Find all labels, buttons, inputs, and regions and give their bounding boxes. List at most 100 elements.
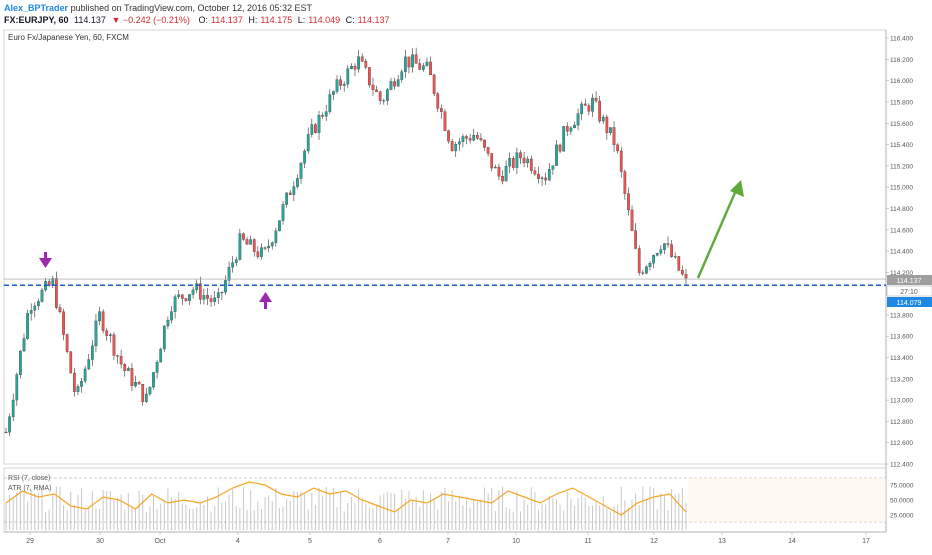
candle-body	[627, 193, 630, 211]
candle-body	[573, 124, 576, 129]
candle-body	[537, 173, 540, 179]
rsi-tick-label: 75.0000	[890, 483, 914, 490]
candle-body	[598, 100, 602, 122]
candle-body	[339, 79, 342, 86]
candle-body	[436, 93, 440, 109]
candle-body	[681, 270, 684, 275]
candle-body	[108, 334, 112, 336]
candle-body	[22, 338, 26, 352]
candle-body	[152, 372, 155, 388]
candle-body	[173, 296, 177, 312]
close-label: C:	[345, 15, 355, 25]
candle-body	[29, 310, 33, 314]
publish-info: published on TradingView.com, October 12…	[70, 3, 313, 13]
candle-body	[55, 278, 58, 308]
author-link[interactable]: Alex_BPTrader	[4, 3, 69, 13]
chart-svg[interactable]: 112.400 112.600 112.800 113.000 113.200 113.4…	[0, 26, 932, 550]
candle-body	[170, 311, 173, 321]
candle-body	[155, 361, 159, 373]
candle-body	[134, 382, 137, 387]
projection-arrow-icon[interactable]	[696, 180, 744, 279]
x-tick-label: 10	[512, 538, 520, 545]
candle-body	[47, 281, 51, 286]
x-tick-label: 11	[584, 538, 591, 545]
last-price-badge: 114.137	[887, 275, 932, 285]
down-arrow-icon[interactable]	[39, 252, 52, 268]
candle-body	[321, 115, 324, 117]
high-label: H:	[248, 15, 258, 25]
candle-body	[335, 79, 339, 92]
candle-body	[371, 84, 375, 90]
candle-body	[220, 291, 224, 294]
low-value: 114.049	[308, 15, 341, 25]
candle-body	[224, 280, 227, 293]
atr-title: ATR (7, RMA)	[8, 485, 51, 492]
candle-body	[583, 103, 587, 106]
candle-body	[11, 399, 15, 417]
candle-body	[587, 105, 591, 112]
candle-body	[65, 334, 69, 352]
candles-group	[4, 47, 688, 436]
line-price-badge-text: 114.079	[897, 300, 922, 307]
candle-body	[260, 247, 263, 257]
candle-body	[522, 157, 526, 164]
up-arrow-icon[interactable]	[259, 292, 272, 309]
candle-body	[263, 247, 267, 249]
candle-body	[422, 65, 425, 70]
change-text: −0.242 (−0.21%)	[122, 15, 190, 25]
candle-body	[648, 263, 652, 267]
candle-body	[663, 243, 666, 250]
chart-area[interactable]: 112.400 112.600 112.800 113.000 113.200 113.4…	[0, 26, 932, 550]
candle-body	[418, 63, 422, 70]
candle-body	[137, 382, 141, 385]
candle-body	[188, 294, 191, 301]
symbol-label[interactable]: FX:EURJPY, 60	[4, 15, 69, 25]
rsi-tick-label: 25.0000	[890, 513, 914, 520]
rsi-title: RSI (7, close)	[8, 475, 50, 482]
x-tick-label: 30	[96, 538, 104, 545]
candle-body	[101, 311, 105, 331]
candle-body	[314, 124, 317, 133]
candle-body	[62, 311, 65, 335]
candle-body	[234, 259, 238, 263]
candle-body	[389, 81, 393, 90]
candle-body	[90, 345, 94, 360]
last-price-badge-text: 114.137	[897, 278, 922, 285]
y-tick-label: 113.400	[890, 355, 913, 362]
y-tick-label: 116.200	[890, 57, 913, 64]
candle-body	[37, 301, 40, 307]
candle-body	[659, 249, 663, 254]
candle-body	[94, 320, 98, 347]
candle-body	[677, 256, 681, 271]
candle-body	[562, 126, 566, 152]
candle-body	[73, 372, 76, 392]
x-tick-label: 4	[236, 538, 240, 545]
candle-body	[655, 253, 659, 256]
y-tick-label: 116.000	[890, 78, 913, 85]
x-tick-label: 13	[718, 538, 726, 545]
y-tick-label: 114.600	[890, 227, 913, 234]
candle-body	[378, 91, 382, 101]
candle-body	[641, 272, 645, 274]
candle-body	[256, 251, 260, 257]
candle-body	[580, 103, 584, 114]
candle-body	[591, 97, 594, 112]
y-tick-label: 112.400	[890, 462, 913, 469]
time-axis-labels: 29 30 Oct 4 5 6 7 10 11 12 13 14 17	[26, 532, 870, 545]
candle-body	[238, 233, 242, 260]
price-axis-labels: 112.400 112.600 112.800 113.000 113.200 113.4…	[886, 36, 913, 469]
candle-body	[612, 127, 616, 145]
candle-body	[144, 393, 148, 402]
open-label: O:	[198, 15, 208, 25]
candle-body	[166, 319, 170, 327]
last-price: 114.137	[74, 15, 106, 25]
candle-body	[33, 305, 37, 311]
y-tick-label: 113.600	[890, 334, 913, 341]
x-tick-label: 14	[788, 538, 796, 545]
candle-body	[281, 204, 285, 221]
candle-body	[461, 136, 465, 142]
candle-body	[15, 374, 19, 401]
candle-body	[684, 273, 688, 279]
candle-body	[346, 68, 350, 85]
line-price-badge: 114.079	[887, 297, 932, 307]
